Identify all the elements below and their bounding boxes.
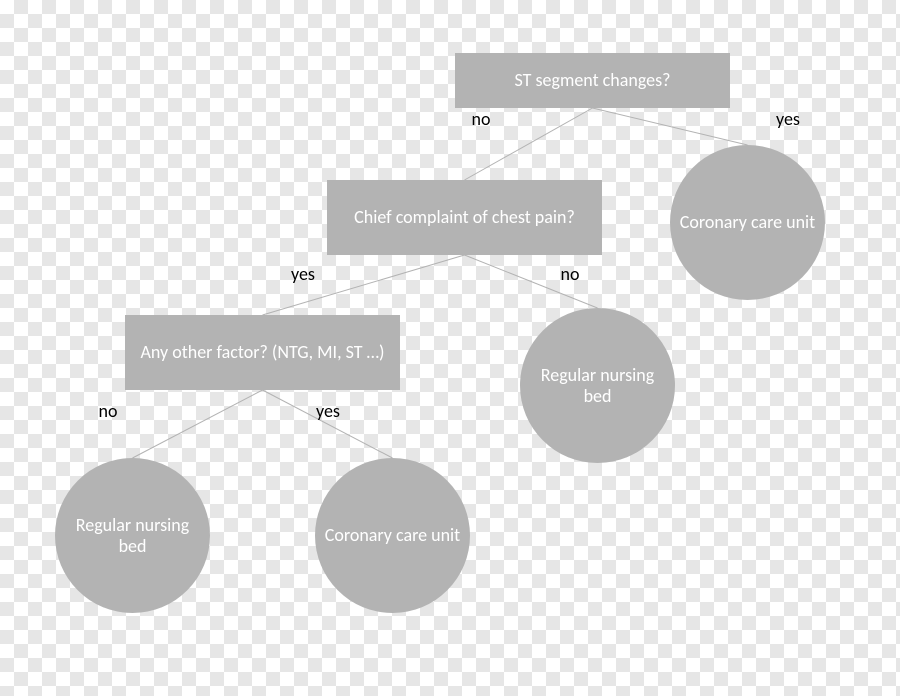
leaf-node-l2: Regular nursing bed — [520, 308, 675, 463]
leaf-node-l4: Regular nursing bed — [55, 458, 210, 613]
decision-node-q1: ST segment changes? — [455, 53, 730, 108]
edge-label-q2-l2: no — [550, 263, 590, 285]
edge-label-q2-q3: yes — [283, 263, 323, 285]
leaf-node-l3: Coronary care unit — [315, 458, 470, 613]
edge-label-q1-q2: no — [461, 108, 501, 130]
flowchart-stage: ST segment changes? Chief complaint of ch… — [0, 0, 900, 696]
leaf-node-l1: Coronary care unit — [670, 145, 825, 300]
edge-label-q1-l1: yes — [768, 108, 808, 130]
decision-node-q2: Chief complaint of chest pain? — [327, 180, 602, 255]
edge-label-q3-l3: yes — [308, 400, 348, 422]
edge-label-q3-l4: no — [88, 400, 128, 422]
decision-node-q3: Any other factor? (NTG, MI, ST …) — [125, 315, 400, 390]
